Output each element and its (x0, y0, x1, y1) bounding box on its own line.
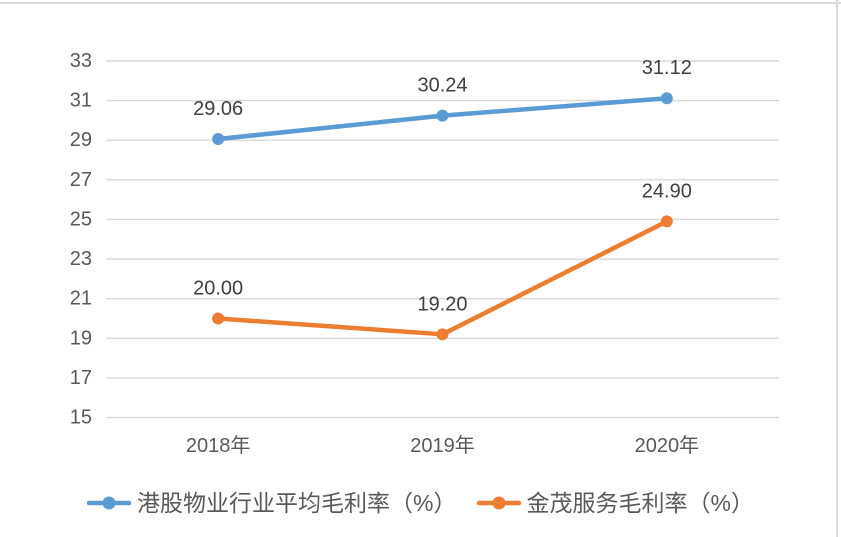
legend-line-marker-icon (476, 496, 521, 510)
legend-marker-dot (492, 496, 505, 510)
frame-right-border (836, 0, 838, 537)
data-label: 20.00 (193, 277, 243, 299)
y-axis-tick-label: 31 (70, 90, 92, 112)
legend-label: 金茂服务毛利率（%） (526, 490, 754, 516)
legend-line-marker-icon (87, 496, 132, 510)
y-axis-tick-label: 29 (70, 129, 92, 151)
data-point-marker (212, 133, 225, 146)
y-axis-tick-label: 25 (70, 208, 92, 230)
legend-item: 金茂服务毛利率（%） (476, 487, 754, 519)
legend-label: 港股物业行业平均毛利率（%） (137, 490, 457, 516)
y-axis-tick-label: 27 (70, 169, 92, 191)
data-label: 30.24 (417, 75, 467, 97)
y-axis-tick-label: 15 (70, 407, 92, 429)
data-point-marker (436, 328, 449, 341)
x-axis-tick-label: 2018年 (186, 434, 251, 457)
data-point-marker (660, 215, 673, 228)
legend-marker-dot (102, 496, 116, 510)
frame-top-border (0, 2, 841, 4)
data-label: 19.20 (417, 293, 467, 315)
y-axis-tick-label: 21 (70, 288, 92, 310)
y-axis-tick-label: 17 (70, 367, 92, 389)
y-axis-tick-label: 23 (70, 248, 92, 270)
y-axis-tick-label: 19 (70, 327, 92, 349)
legend-item: 港股物业行业平均毛利率（%） (87, 487, 457, 519)
y-axis-tick-label: 33 (70, 50, 92, 72)
data-point-marker (660, 92, 673, 105)
chart-plot-area: 15 17 19 21 23 25 27 29 31 33 2018年 2019年 2020年 29.06… (70, 50, 779, 457)
x-axis-tick-label: 2019年 (410, 434, 475, 457)
data-label: 31.12 (642, 57, 692, 79)
data-label: 24.90 (642, 180, 692, 202)
chart-legend: 港股物业行业平均毛利率（%） 金茂服务毛利率（%） (0, 487, 841, 519)
series-line-1 (215, 219, 670, 337)
data-point-marker (436, 109, 449, 122)
x-axis-tick-label: 2020年 (635, 434, 700, 457)
data-label: 29.06 (193, 98, 243, 120)
data-point-marker (212, 312, 225, 325)
